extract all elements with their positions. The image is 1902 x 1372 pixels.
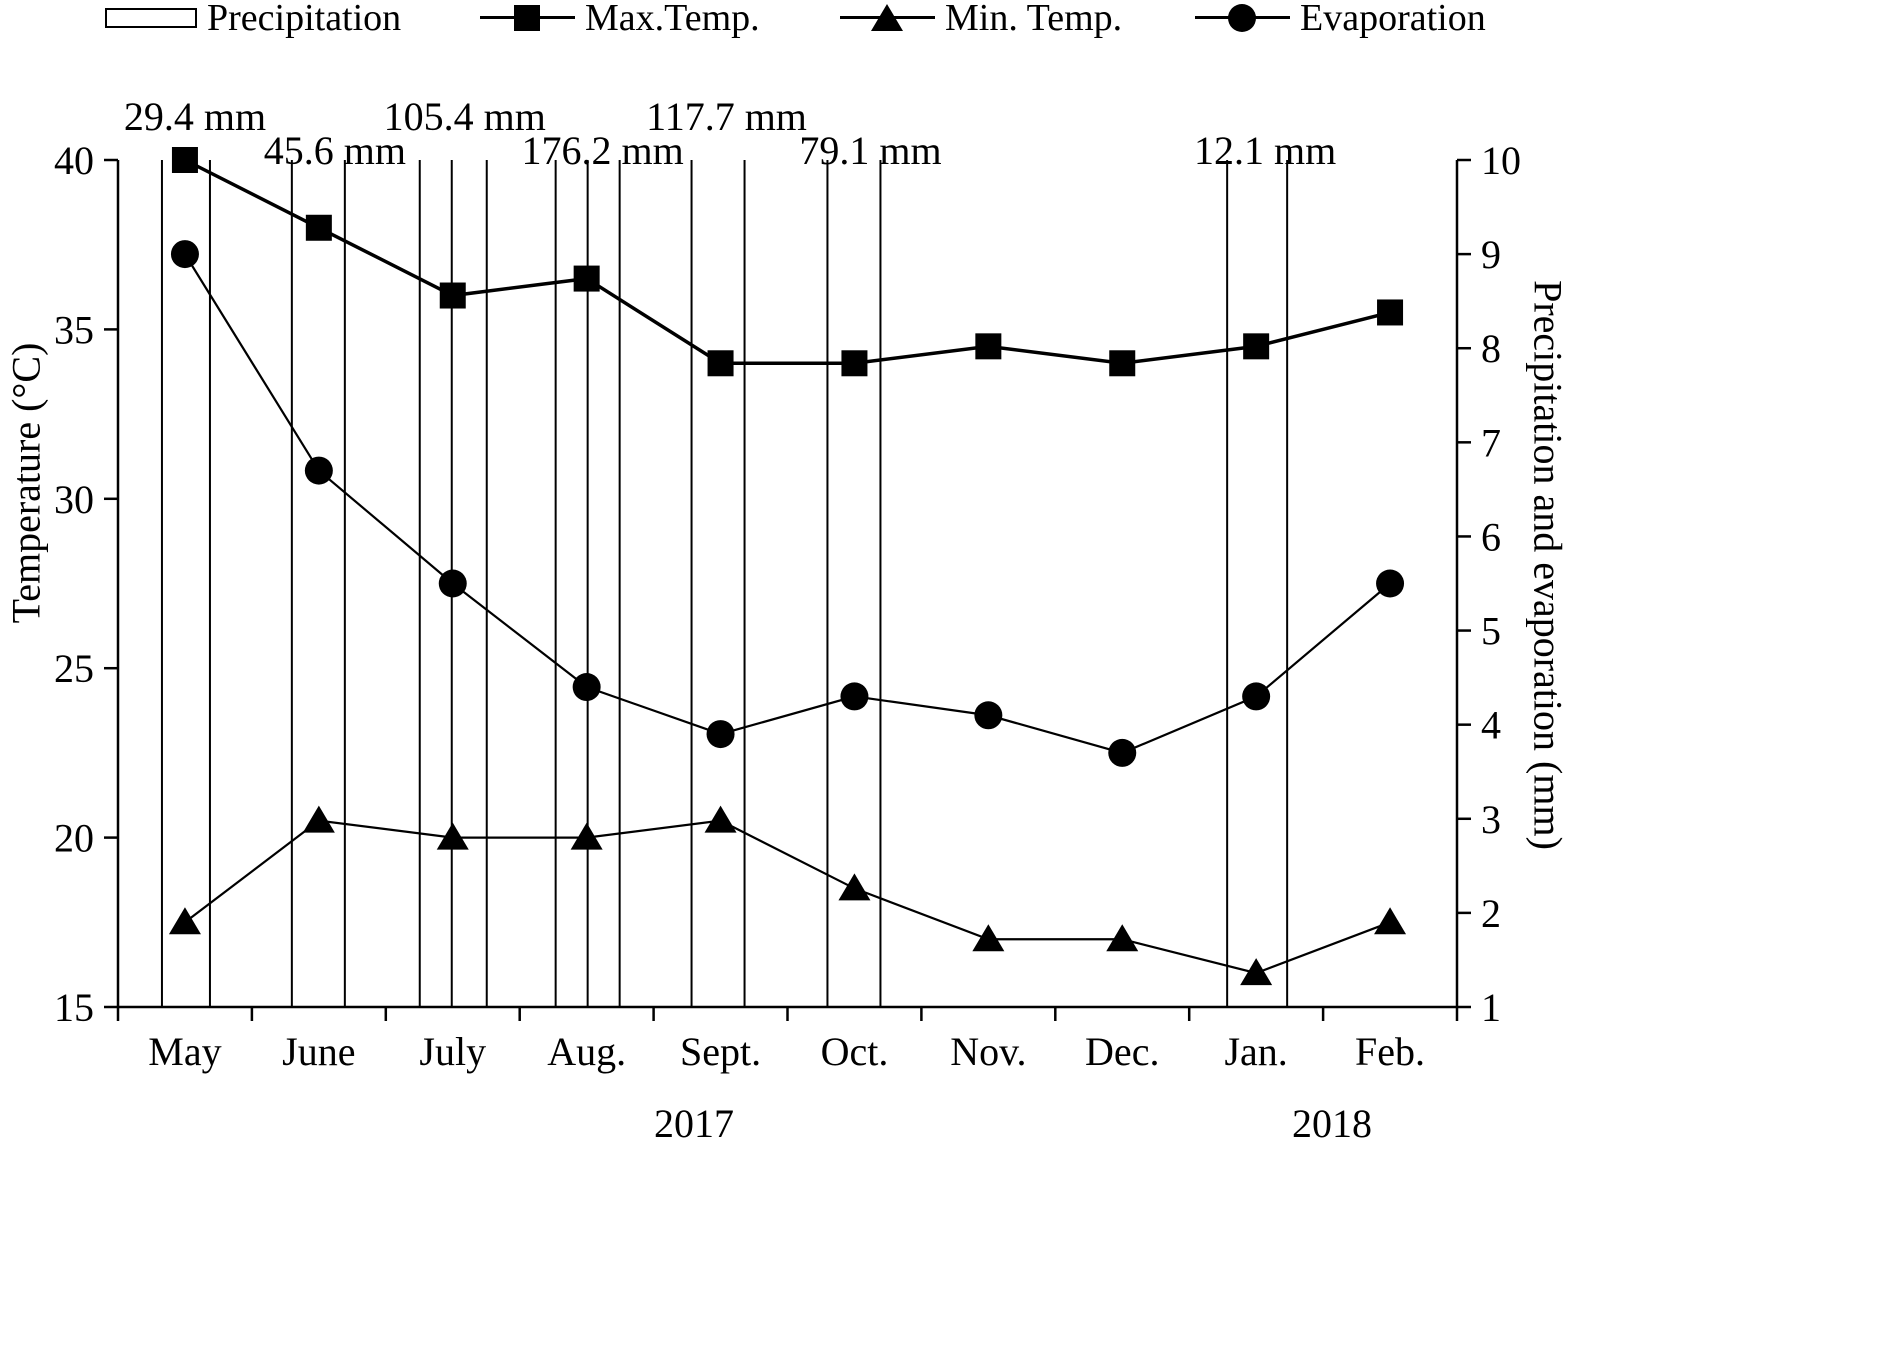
legend-item-min-temp: Min. Temp.	[840, 0, 1123, 39]
right-axis-tick-label: 1	[1481, 985, 1501, 1030]
month-label: May	[148, 1029, 221, 1074]
evaporation-circle-marker	[840, 682, 869, 711]
min-temp-triangle-marker	[168, 907, 201, 935]
month-label: Sept.	[680, 1029, 761, 1074]
year-label-2017: 2017	[654, 1101, 734, 1146]
legend-label-max-temp: Max.Temp.	[585, 0, 760, 39]
precipitation-annotation: 12.1 mm	[1194, 128, 1336, 173]
legend-item-evaporation: Evaporation	[1195, 0, 1486, 39]
circle-marker-icon	[1228, 4, 1256, 32]
max-temp-square-marker	[1377, 299, 1404, 326]
month-label: Nov.	[950, 1029, 1026, 1074]
max-temp-square-marker	[305, 214, 332, 241]
min-temp-triangle-marker	[1374, 907, 1407, 935]
max-temp--line	[184, 158, 1391, 366]
evaporation-circle-marker	[1376, 569, 1405, 598]
evaporation-circle-marker	[438, 569, 467, 598]
right-axis-tick-label: 10	[1481, 138, 1521, 183]
left-axis-tick-label: 35	[54, 307, 94, 352]
month-label: Jan.	[1224, 1029, 1287, 1074]
month-label: June	[282, 1029, 355, 1074]
min-temp-triangle-marker	[704, 805, 737, 833]
left-axis-tick-label: 15	[54, 985, 94, 1030]
precipitation-annotation: 79.1 mm	[799, 128, 941, 173]
evaporation-circle-marker	[170, 240, 199, 269]
legend-item-max-temp: Max.Temp.	[480, 0, 760, 39]
right-axis-tick-label: 8	[1481, 326, 1501, 371]
evaporation-line	[184, 253, 1391, 755]
min-temp-triangle-marker	[972, 924, 1005, 952]
right-axis-tick-label: 9	[1481, 232, 1501, 277]
left-axis-tick-label: 30	[54, 477, 94, 522]
month-label: Oct.	[821, 1029, 889, 1074]
min-temp-triangle-marker	[1240, 958, 1273, 986]
min-temp-triangle-marker	[570, 822, 603, 850]
square-marker-icon	[514, 5, 540, 31]
month-label: Aug.	[547, 1029, 626, 1074]
max-temp-square-marker	[707, 350, 734, 377]
precipitation-annotation: 105.4 mm	[384, 94, 546, 139]
precipitation-annotation: 176.2 mm	[522, 128, 684, 173]
evaporation-circle-marker	[974, 701, 1003, 730]
evaporation-circle-marker	[572, 673, 601, 702]
right-axis-tick-label: 2	[1481, 891, 1501, 936]
min-temp-triangle-swatch-icon	[840, 4, 935, 32]
left-axis-tick-label: 25	[54, 646, 94, 691]
evaporation-circle-marker	[1108, 738, 1137, 767]
legend-label-precipitation: Precipitation	[207, 0, 402, 39]
right-axis-tick-label: 3	[1481, 797, 1501, 842]
left-axis-tick-label: 40	[54, 138, 94, 183]
right-axis-tick-label: 7	[1481, 420, 1501, 465]
evaporation-circle-marker	[1242, 682, 1271, 711]
precipitation-bar-swatch-icon	[105, 8, 197, 28]
legend-item-precipitation: Precipitation	[105, 0, 402, 39]
max-temp-square-marker	[573, 265, 600, 292]
right-axis-tick-label: 4	[1481, 703, 1501, 748]
precipitation-annotation: 117.7 mm	[646, 94, 807, 139]
evaporation-circle-swatch-icon	[1195, 4, 1290, 32]
legend-label-min-temp: Min. Temp.	[945, 0, 1123, 39]
evaporation-circle-marker	[706, 720, 735, 749]
month-label: Dec.	[1085, 1029, 1159, 1074]
right-axis-tick-label: 5	[1481, 609, 1501, 654]
min-temp-triangle-marker	[436, 822, 469, 850]
month-label: July	[419, 1029, 486, 1074]
max-temp-square-marker	[1109, 350, 1136, 377]
max-temp-square-marker	[1243, 333, 1270, 360]
min-temp-triangle-marker	[1106, 924, 1139, 952]
left-axis-tick-label: 20	[54, 816, 94, 861]
max-temp-square-marker	[171, 147, 198, 173]
month-label: Feb.	[1355, 1029, 1425, 1074]
max-temp-square-marker	[975, 333, 1002, 360]
precipitation-annotation: 29.4 mm	[124, 94, 266, 139]
precipitation-annotation: 45.6 mm	[264, 128, 406, 173]
right-axis-tick-label: 6	[1481, 514, 1501, 559]
max-temp-square-marker	[841, 350, 868, 377]
max-temp-square-swatch-icon	[480, 4, 575, 32]
min-temp--line	[184, 819, 1391, 975]
evaporation-circle-marker	[304, 456, 333, 485]
min-temp-triangle-marker	[302, 805, 335, 833]
year-label-2018: 2018	[1292, 1101, 1372, 1146]
min-temp-triangle-marker	[838, 873, 871, 901]
triangle-marker-icon	[871, 4, 903, 31]
max-temp-square-marker	[439, 282, 466, 309]
legend-label-evaporation: Evaporation	[1300, 0, 1486, 39]
